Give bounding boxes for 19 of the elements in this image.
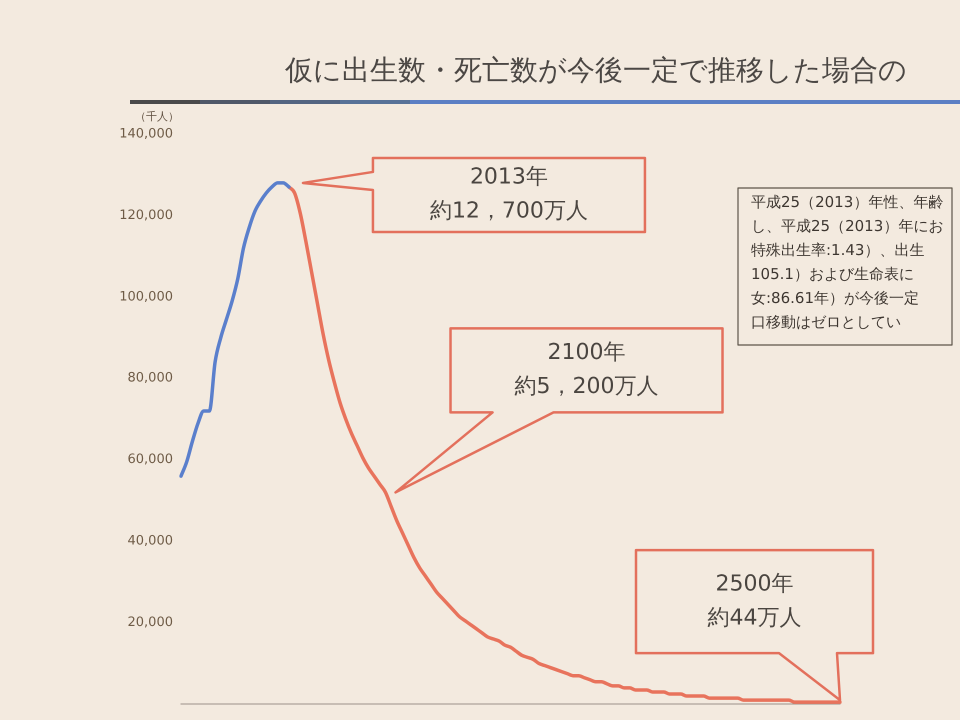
annotation: 2013年約12，700万人 [430,164,588,224]
chart-title: 仮に出生数・死亡数が今後一定で推移した場合の [284,53,907,86]
y-tick-label: 140,000 [119,126,173,142]
y-tick-label: 60,000 [128,452,173,468]
annotation: 2500年約44万人 [708,571,802,630]
annotation: 口移動はゼロとしてい [751,312,901,331]
y-tick-label: 20,000 [128,615,173,630]
annotation: 2100年約5，200万人 [514,340,659,400]
y-tick-label: 80,000 [128,370,173,386]
y-tick-label: 100,000 [119,289,173,304]
annotation: 105.1）および生命表に [751,264,914,283]
line-series [179,181,291,478]
annotation: 女:86.61年）が今後一定 [751,288,919,307]
y-tick-label: 40,000 [128,534,173,549]
annotation: し、平成25（2013）年にお [751,216,944,235]
annotation: 平成25（2013）年性、年齢 [751,192,944,211]
y-axis-title: （千人） [135,110,179,123]
annotation: 特殊出生率:1.43）、出生 [751,240,924,259]
y-tick-label: 120,000 [119,208,173,223]
